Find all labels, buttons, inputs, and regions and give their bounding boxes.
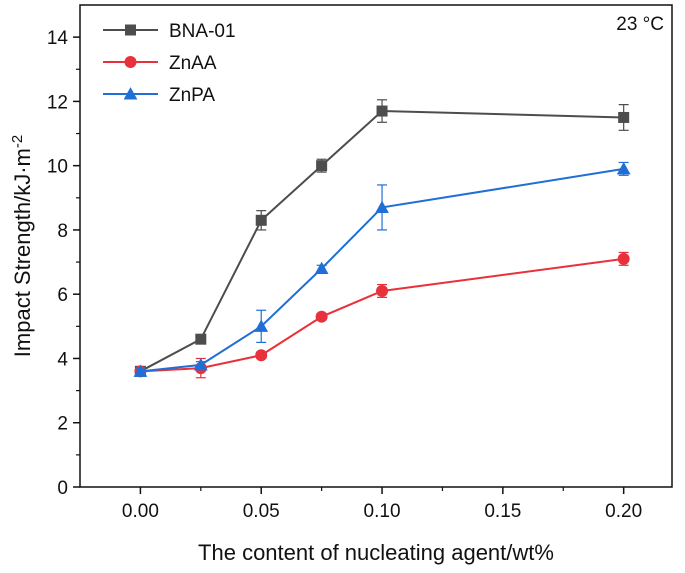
legend-label: ZnAA bbox=[169, 53, 217, 74]
y-axis-title-main: Impact Strength/kJ·m bbox=[10, 148, 35, 357]
y-axis-title: Impact Strength/kJ·m-2 bbox=[9, 135, 35, 357]
y-tick-label: 6 bbox=[57, 285, 68, 306]
legend-marker bbox=[125, 24, 136, 36]
data-point-znaa bbox=[315, 310, 328, 323]
legend-label: BNA-01 bbox=[169, 21, 236, 42]
legend-item-znaa: ZnAA bbox=[103, 53, 217, 74]
data-point-bna-01 bbox=[316, 160, 328, 172]
plot-frame bbox=[79, 4, 673, 488]
x-tick-label: 0.00 bbox=[122, 501, 159, 522]
legend-marker bbox=[124, 56, 137, 68]
data-point-bna-01 bbox=[195, 333, 207, 345]
y-tick-label: 12 bbox=[47, 92, 68, 113]
data-point-znpa bbox=[616, 162, 631, 175]
y-tick-label: 8 bbox=[57, 221, 68, 242]
series-line-znpa bbox=[140, 167, 624, 373]
x-axis-title: The content of nucleating agent/wt% bbox=[198, 540, 554, 565]
legend-item-znpa: ZnPA bbox=[103, 85, 215, 106]
data-point-znpa bbox=[254, 319, 269, 332]
y-tick-label: 10 bbox=[47, 157, 68, 178]
data-point-bna-01 bbox=[255, 214, 267, 226]
x-tick-label: 0.20 bbox=[605, 501, 642, 522]
y-tick-label: 2 bbox=[57, 414, 68, 435]
x-tick-label: 0.05 bbox=[243, 501, 280, 522]
legend-item-bna-01: BNA-01 bbox=[103, 21, 236, 42]
legend-label: ZnPA bbox=[169, 85, 215, 106]
x-tick-label: 0.15 bbox=[484, 501, 521, 522]
y-axis-title-superscript: -2 bbox=[9, 135, 26, 148]
data-point-bna-01 bbox=[376, 105, 388, 117]
data-point-znpa bbox=[375, 200, 389, 213]
plot-series bbox=[133, 99, 631, 379]
data-point-znpa bbox=[193, 358, 208, 371]
data-point-znaa bbox=[617, 252, 630, 265]
data-point-znaa bbox=[376, 284, 389, 297]
y-tick-label: 4 bbox=[57, 349, 68, 370]
y-tick-label: 14 bbox=[47, 28, 69, 49]
series-line-znaa bbox=[140, 257, 624, 373]
data-point-znaa bbox=[255, 349, 268, 362]
legend: BNA-01 ZnAA ZnPA bbox=[103, 21, 236, 106]
temperature-annotation: 23 °C bbox=[616, 14, 664, 35]
data-point-znpa bbox=[133, 364, 148, 377]
data-point-bna-01 bbox=[618, 111, 630, 123]
data-point-znpa bbox=[314, 261, 329, 274]
series-line-bna-01 bbox=[139, 110, 624, 373]
legend-marker bbox=[123, 87, 138, 100]
series-znpa bbox=[133, 161, 631, 377]
x-tick-label: 0.10 bbox=[364, 501, 401, 522]
series-bna-01 bbox=[134, 99, 630, 377]
y-tick-label: 0 bbox=[57, 478, 68, 499]
